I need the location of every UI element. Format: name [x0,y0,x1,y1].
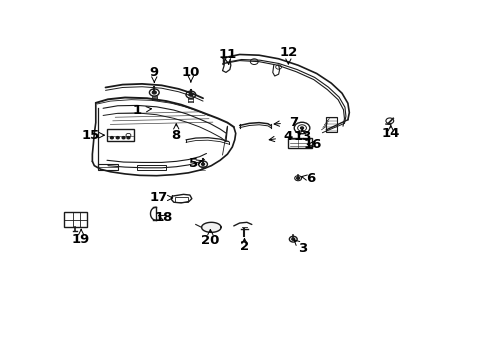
Circle shape [296,177,299,179]
Bar [288,138,311,148]
Text: 12: 12 [279,46,297,64]
Circle shape [300,127,303,129]
Bar [175,197,187,202]
Bar [98,163,118,170]
Bar [64,212,87,227]
Bar [326,117,336,132]
Text: 20: 20 [201,229,219,247]
Text: 17: 17 [150,192,172,204]
Circle shape [188,93,192,96]
Circle shape [152,91,156,94]
Text: 15: 15 [81,129,104,142]
Text: 5: 5 [188,157,202,170]
Text: 2: 2 [240,238,248,253]
Circle shape [291,238,294,240]
Circle shape [116,136,119,139]
Text: 18: 18 [155,211,173,224]
Text: 3: 3 [293,240,307,255]
Text: 10: 10 [182,66,200,82]
Circle shape [201,163,204,165]
Text: 4: 4 [269,130,292,144]
Bar [137,165,166,170]
Polygon shape [201,222,221,232]
Text: 9: 9 [149,66,159,82]
Text: 7: 7 [274,116,297,129]
Text: 11: 11 [218,48,236,64]
Text: 1: 1 [132,104,151,117]
Bar [107,129,134,140]
Circle shape [110,136,113,139]
Text: 19: 19 [72,229,90,246]
Text: 16: 16 [303,138,321,150]
Text: 6: 6 [301,172,314,185]
Text: 14: 14 [381,126,399,140]
Text: 8: 8 [171,124,181,142]
Circle shape [122,136,125,139]
Text: 13: 13 [293,129,311,144]
Circle shape [127,136,130,139]
